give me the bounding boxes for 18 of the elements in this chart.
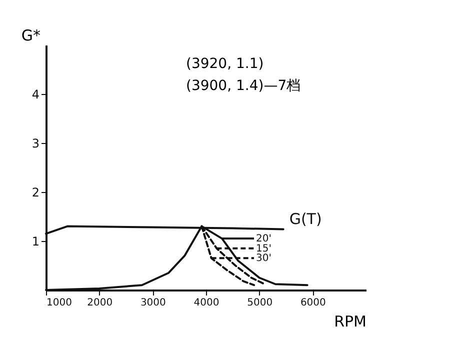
y-tick-label: 4 [32,88,40,102]
annotation: (3920, 1.1) [186,56,264,72]
x-tick-label: 6000 [300,298,326,308]
y-tick-label: 3 [32,136,40,150]
annotation: (3900, 1.4)—7档 [186,78,301,94]
y-tick-label: 2 [32,186,40,200]
legend-label: 30' [256,253,272,264]
x-tick-label: 3000 [140,298,166,308]
x-axis-title: RPM [334,312,366,330]
series-label: G(T) [289,210,322,228]
x-tick-label: 4000 [194,298,220,308]
x-tick-label: 1000 [46,298,72,308]
legend-label: 15' [256,243,272,254]
legend-label: 20' [256,234,272,245]
y-tick-label: 1 [32,234,40,248]
x-tick-label: 5000 [247,298,273,308]
y-axis-title: G* [21,26,41,44]
x-tick-label: 2000 [87,298,113,308]
